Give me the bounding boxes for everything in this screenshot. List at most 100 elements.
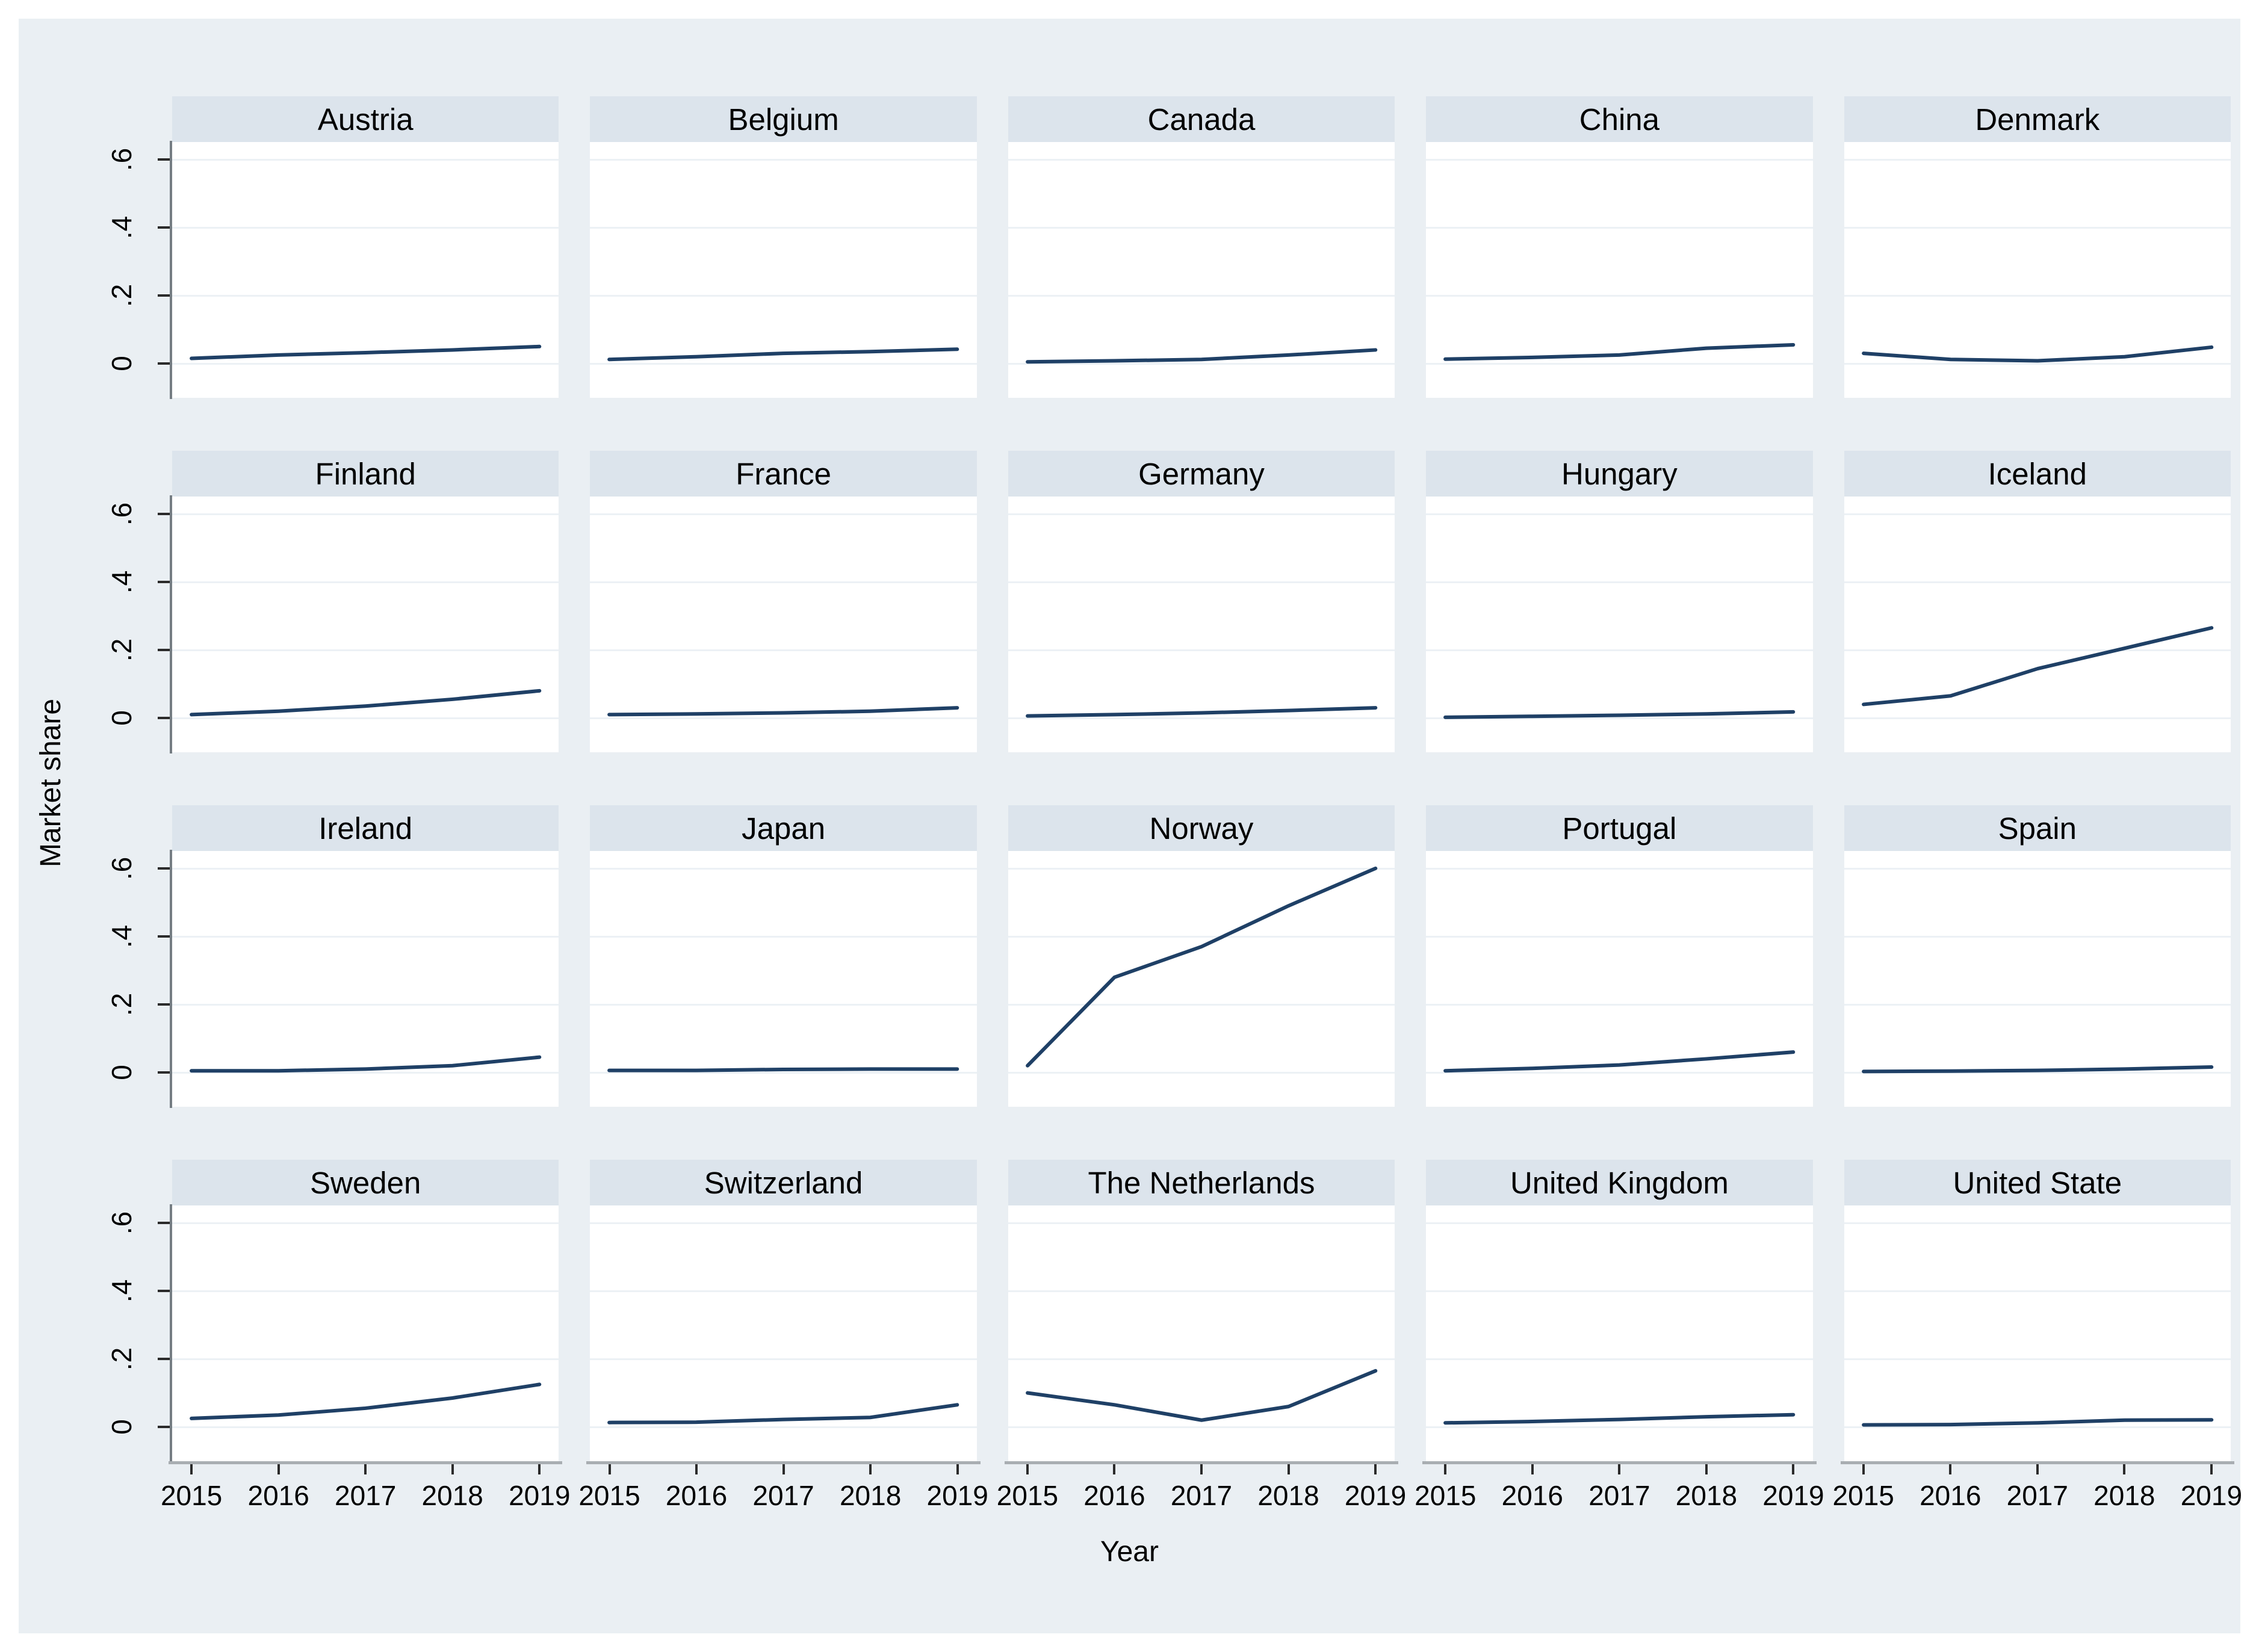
gridline-y-2 xyxy=(1844,295,2231,297)
series-polyline xyxy=(1445,712,1793,717)
x-tick xyxy=(451,1464,454,1474)
gridline-y-4 xyxy=(172,581,559,583)
panel-title: Canada xyxy=(1008,96,1395,142)
x-axis-line xyxy=(586,1461,981,1464)
x-tick-label: 2019 xyxy=(2180,1480,2243,1511)
gridline-y-2 xyxy=(172,295,559,297)
gridline-y-6 xyxy=(172,867,559,870)
market-share-line xyxy=(1008,142,1395,398)
market-share-line xyxy=(1844,497,2231,752)
series-polyline xyxy=(1445,345,1793,359)
panels-grid: Austria 0 .2 .4 .6 Belgium Canada China Den… xyxy=(106,96,2242,1511)
gridline-y-6 xyxy=(172,158,559,161)
series-polyline xyxy=(610,349,958,359)
x-tick-label: 2017 xyxy=(1588,1480,1650,1511)
series-polyline xyxy=(191,347,539,359)
y-tick xyxy=(158,1289,170,1292)
gridline-y-0 xyxy=(172,1426,559,1429)
gridline-y-2 xyxy=(1426,295,1813,297)
y-tick-label: 0 xyxy=(106,1419,137,1435)
x-tick-label: 2018 xyxy=(1675,1480,1738,1511)
x-axis-line xyxy=(1840,1461,2234,1464)
gridline-y-0 xyxy=(1844,1426,2231,1429)
x-tick-label: 2015 xyxy=(996,1480,1059,1511)
gridline-y-4 xyxy=(590,1290,977,1292)
x-tick-label: 2019 xyxy=(926,1480,988,1511)
panel-title: Austria xyxy=(172,96,559,142)
panel-austria: Austria 0 .2 .4 .6 xyxy=(106,96,559,399)
panel-title: Portugal xyxy=(1426,805,1813,851)
market-share-line xyxy=(1844,1205,2231,1461)
panel-title: Denmark xyxy=(1844,96,2231,142)
gridline-y-2 xyxy=(1426,1004,1813,1006)
x-tick-label: 2016 xyxy=(1501,1480,1564,1511)
gridline-y-0 xyxy=(590,1072,977,1074)
gridline-y-6 xyxy=(172,513,559,515)
gridline-y-4 xyxy=(1844,581,2231,583)
panel-title: China xyxy=(1426,96,1813,142)
gridline-y-4 xyxy=(1844,1290,2231,1292)
gridline-y-2 xyxy=(590,1004,977,1006)
gridline-y-2 xyxy=(172,1358,559,1360)
gridline-y-4 xyxy=(1426,1290,1813,1292)
y-tick xyxy=(158,935,170,938)
x-tick xyxy=(608,1464,611,1474)
y-tick-label: .6 xyxy=(106,147,137,172)
gridline-y-0 xyxy=(1844,363,2231,365)
gridline-y-2 xyxy=(590,649,977,651)
plot-area xyxy=(1426,497,1813,752)
gridline-y-0 xyxy=(1426,1072,1813,1074)
series-polyline xyxy=(1864,1067,2211,1071)
gridline-y-0 xyxy=(172,717,559,720)
panel-norway: Norway xyxy=(1008,805,1395,1107)
plot-area: 0 .2 .4 .6 xyxy=(106,495,559,753)
panel-switzerland: Switzerland 2015 2016 2017 2018 2019 xyxy=(578,1160,988,1511)
x-tick-label: 2019 xyxy=(1762,1480,1824,1511)
x-tick-label: 2016 xyxy=(1920,1480,1982,1511)
plot-area xyxy=(1844,142,2231,398)
y-tick xyxy=(158,1071,170,1074)
x-tick-label: 2017 xyxy=(335,1480,397,1511)
x-tick-label: 2015 xyxy=(1415,1480,1477,1511)
y-tick-label: .6 xyxy=(106,856,137,880)
plot-area: 0 .2 .4 .6 2015 2016 2017 2018 2019 xyxy=(106,1204,570,1511)
gridline-y-2 xyxy=(590,1358,977,1360)
y-tick xyxy=(158,1003,170,1006)
x-tick xyxy=(2210,1464,2213,1474)
x-tick xyxy=(1200,1464,1203,1474)
gridline-y-6 xyxy=(590,513,977,515)
market-share-line xyxy=(1426,1205,1812,1461)
series-polyline xyxy=(610,708,958,714)
gridline-y-6 xyxy=(1426,158,1813,161)
panel-title: Japan xyxy=(590,805,977,851)
x-tick xyxy=(190,1464,193,1474)
gridline-y-4 xyxy=(1008,581,1395,583)
panel-title: Belgium xyxy=(590,96,977,142)
panel-spain: Spain xyxy=(1844,805,2231,1107)
x-tick xyxy=(1949,1464,1952,1474)
gridline-y-4 xyxy=(590,581,977,583)
y-tick xyxy=(158,1358,170,1360)
x-tick xyxy=(2123,1464,2126,1474)
panel-title: Ireland xyxy=(172,805,559,851)
plot-area xyxy=(1844,497,2231,752)
gridline-y-0 xyxy=(1844,1072,2231,1074)
panel-iceland: Iceland xyxy=(1844,451,2231,752)
y-tick xyxy=(158,512,170,515)
x-axis-line xyxy=(1422,1461,1817,1464)
gridline-y-0 xyxy=(1426,1426,1813,1429)
x-tick-label: 2017 xyxy=(752,1480,814,1511)
y-tick-label: .4 xyxy=(106,570,137,594)
y-tick-label: .6 xyxy=(106,502,137,526)
gridline-y-6 xyxy=(1426,1222,1813,1224)
y-tick-label: .2 xyxy=(106,638,137,662)
panel-canada: Canada xyxy=(1008,96,1395,398)
gridline-y-2 xyxy=(1426,649,1813,651)
panel-united-state: United State 2015 2016 2017 2018 2019 xyxy=(1833,1160,2242,1511)
panel-united-kingdom: United Kingdom 2015 2016 2017 2018 2019 xyxy=(1415,1160,1824,1511)
gridline-y-4 xyxy=(172,226,559,229)
market-share-line xyxy=(172,142,559,398)
market-share-line xyxy=(1426,851,1812,1107)
gridline-y-2 xyxy=(1426,1358,1813,1360)
gridline-y-2 xyxy=(1844,649,2231,651)
